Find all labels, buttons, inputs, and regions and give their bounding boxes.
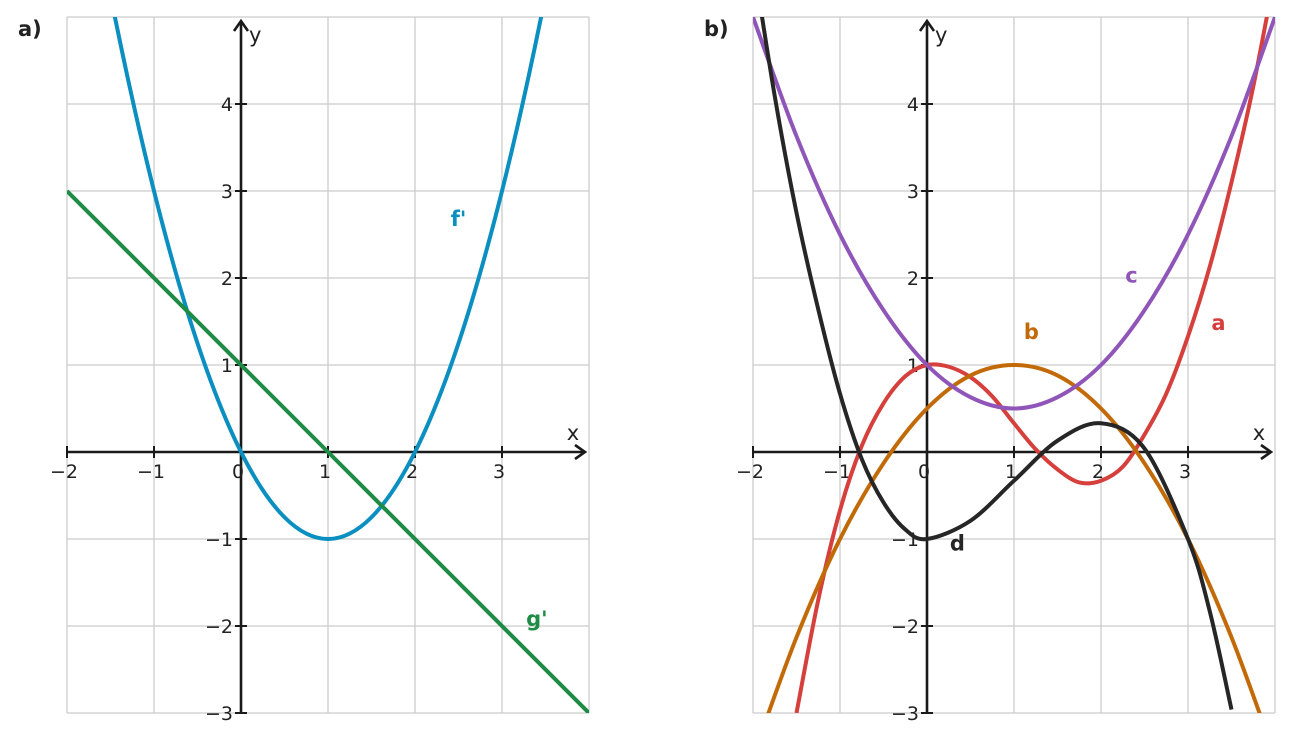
- series-label-c: c: [1125, 263, 1137, 287]
- x-tick-label: −2: [736, 461, 764, 483]
- series-group: [67, 17, 589, 713]
- y-axis-label: y: [249, 23, 261, 47]
- x-axis-arrow-icon: [1260, 443, 1274, 461]
- x-tick-label: 0: [232, 461, 244, 483]
- grid: [752, 16, 1276, 714]
- x-tick-label: −2: [50, 461, 78, 483]
- y-tick-label: 2: [221, 268, 233, 290]
- y-tick-label: −1: [891, 529, 919, 551]
- series-label-a: a: [1211, 311, 1225, 335]
- grid: [66, 16, 590, 714]
- series-group: [753, 17, 1275, 713]
- y-tick-label: −3: [891, 703, 919, 725]
- x-axis-label: x: [567, 421, 579, 445]
- y-axis-label: y: [935, 23, 947, 47]
- series-line-f-prime: [112, 17, 544, 541]
- y-tick-label: 4: [907, 94, 919, 116]
- x-tick-label: 1: [1005, 461, 1017, 483]
- x-tick-label: −1: [823, 461, 851, 483]
- y-tick-label: −2: [891, 616, 919, 638]
- y-tick-label: 3: [221, 181, 233, 203]
- series-line-c: [753, 17, 1275, 411]
- y-tick-label: 1: [221, 355, 233, 377]
- y-tick-label: −2: [205, 616, 233, 638]
- y-tick-label: 3: [907, 181, 919, 203]
- series-label-b: b: [1024, 320, 1039, 344]
- x-axis-label: x: [1253, 421, 1265, 445]
- series-line-g-prime: [67, 189, 589, 713]
- x-tick-label: 3: [493, 461, 505, 483]
- x-tick-label: 1: [319, 461, 331, 483]
- y-tick-label: 4: [221, 94, 233, 116]
- x-axis-arrow-icon: [574, 443, 588, 461]
- series-line-d: [760, 17, 1234, 710]
- series-label-f-prime: f': [451, 207, 467, 231]
- x-tick-label: 2: [1092, 461, 1104, 483]
- series-line-a: [794, 17, 1269, 713]
- y-axis-arrow-icon: [918, 18, 936, 32]
- y-tick-label: −3: [205, 703, 233, 725]
- y-tick-label: −1: [205, 529, 233, 551]
- x-tick-label: 3: [1179, 461, 1191, 483]
- y-tick-label: 2: [907, 268, 919, 290]
- y-axis-arrow-icon: [232, 18, 250, 32]
- series-label-g-prime: g': [526, 607, 547, 631]
- series-label-d: d: [950, 531, 965, 555]
- panel-label: a): [18, 17, 42, 41]
- x-tick-label: 0: [918, 461, 930, 483]
- x-tick-label: −1: [137, 461, 165, 483]
- series-line-b: [766, 363, 1262, 713]
- panel-label: b): [704, 17, 729, 41]
